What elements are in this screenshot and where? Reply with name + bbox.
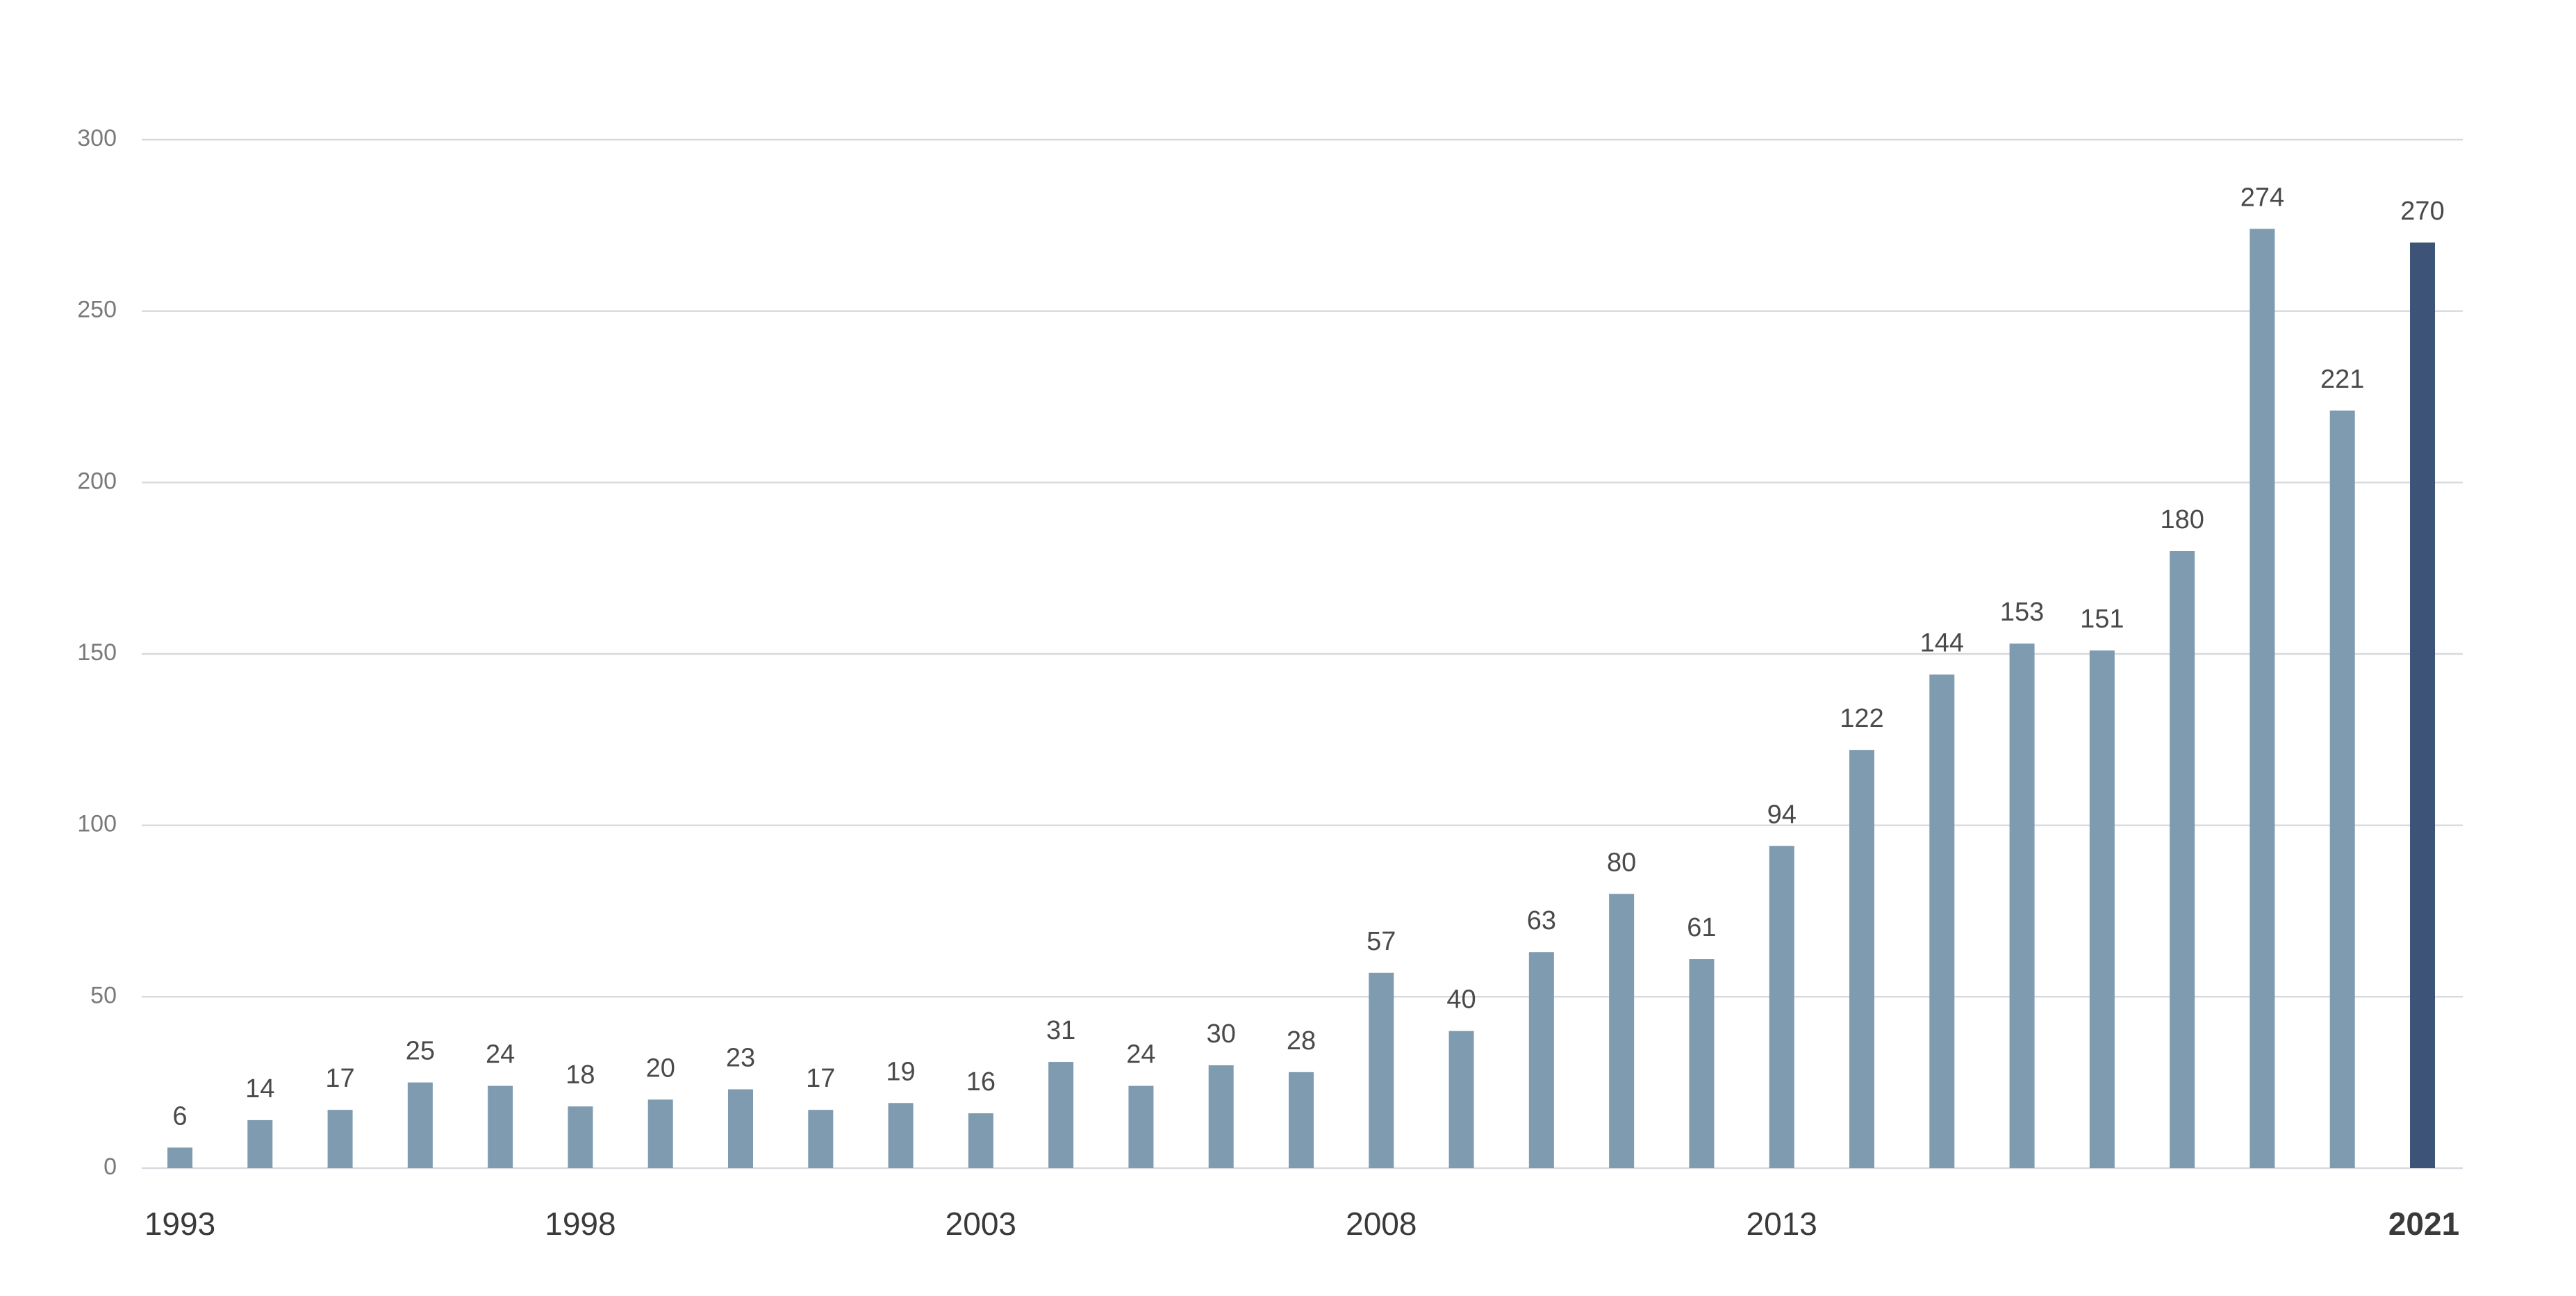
bar xyxy=(2249,229,2275,1169)
value-label: 24 xyxy=(1126,1040,1155,1069)
value-label: 17 xyxy=(806,1064,835,1093)
x-tick-label: 2021 xyxy=(2388,1206,2459,1242)
x-tick-label: 1998 xyxy=(545,1206,616,1242)
value-label: 180 xyxy=(2160,505,2204,534)
x-tick-label: 2013 xyxy=(1747,1206,1817,1242)
bar xyxy=(888,1103,914,1168)
value-label: 20 xyxy=(646,1053,675,1083)
value-label: 144 xyxy=(1920,629,1964,658)
bar xyxy=(1929,674,1955,1168)
value-label: 80 xyxy=(1607,848,1636,877)
bar xyxy=(728,1089,753,1168)
bar xyxy=(2089,650,2115,1168)
bar xyxy=(488,1085,513,1168)
value-label: 40 xyxy=(1446,985,1476,1015)
bar xyxy=(2410,243,2435,1168)
bar xyxy=(167,1147,192,1168)
value-label: 19 xyxy=(886,1057,915,1086)
bar xyxy=(808,1110,834,1168)
value-label: 31 xyxy=(1046,1016,1075,1045)
value-label: 16 xyxy=(966,1067,996,1097)
value-label: 14 xyxy=(245,1074,274,1104)
value-label: 153 xyxy=(2000,598,2044,627)
bar xyxy=(407,1082,433,1168)
x-tick-label: 2008 xyxy=(1346,1206,1417,1242)
y-tick-label: 100 xyxy=(77,811,117,837)
value-label: 25 xyxy=(406,1037,435,1066)
bar xyxy=(1048,1062,1074,1168)
bar xyxy=(2009,643,2035,1168)
value-label: 122 xyxy=(1840,704,1883,733)
value-label: 270 xyxy=(2400,197,2444,226)
bar xyxy=(1689,959,1715,1168)
y-tick-label: 0 xyxy=(104,1154,117,1180)
value-label: 30 xyxy=(1207,1019,1236,1049)
bar xyxy=(1609,894,1635,1168)
y-tick-label: 150 xyxy=(77,639,117,666)
value-label: 151 xyxy=(2080,605,2124,634)
value-label: 23 xyxy=(726,1044,755,1073)
value-label: 17 xyxy=(325,1064,354,1093)
bar xyxy=(1448,1031,1474,1168)
value-label: 6 xyxy=(172,1101,187,1131)
bar xyxy=(647,1099,673,1168)
value-label: 94 xyxy=(1767,800,1797,829)
bar xyxy=(247,1119,273,1168)
bar xyxy=(1289,1072,1314,1168)
y-tick-label: 300 xyxy=(77,125,117,151)
x-tick-label: 2003 xyxy=(946,1206,1016,1242)
y-tick-label: 250 xyxy=(77,297,117,323)
bar xyxy=(1369,972,1394,1168)
bar xyxy=(2329,410,2355,1168)
value-label: 28 xyxy=(1287,1026,1316,1056)
bar xyxy=(1128,1085,1154,1168)
bar xyxy=(1769,846,1794,1168)
bar xyxy=(1528,952,1554,1168)
value-label: 24 xyxy=(486,1040,515,1069)
value-label: 18 xyxy=(565,1060,595,1090)
y-tick-label: 50 xyxy=(90,982,117,1008)
value-label: 63 xyxy=(1527,906,1556,935)
value-label: 274 xyxy=(2240,183,2284,212)
y-tick-label: 200 xyxy=(77,468,117,494)
bar xyxy=(2170,551,2195,1168)
value-label: 57 xyxy=(1367,927,1396,956)
bar xyxy=(568,1106,593,1168)
bar xyxy=(1849,750,1874,1168)
value-label: 61 xyxy=(1687,913,1716,942)
bar xyxy=(968,1113,993,1168)
x-tick-label: 1993 xyxy=(145,1206,215,1242)
bar xyxy=(327,1110,353,1168)
bar xyxy=(1208,1065,1234,1168)
value-label: 221 xyxy=(2320,365,2364,394)
